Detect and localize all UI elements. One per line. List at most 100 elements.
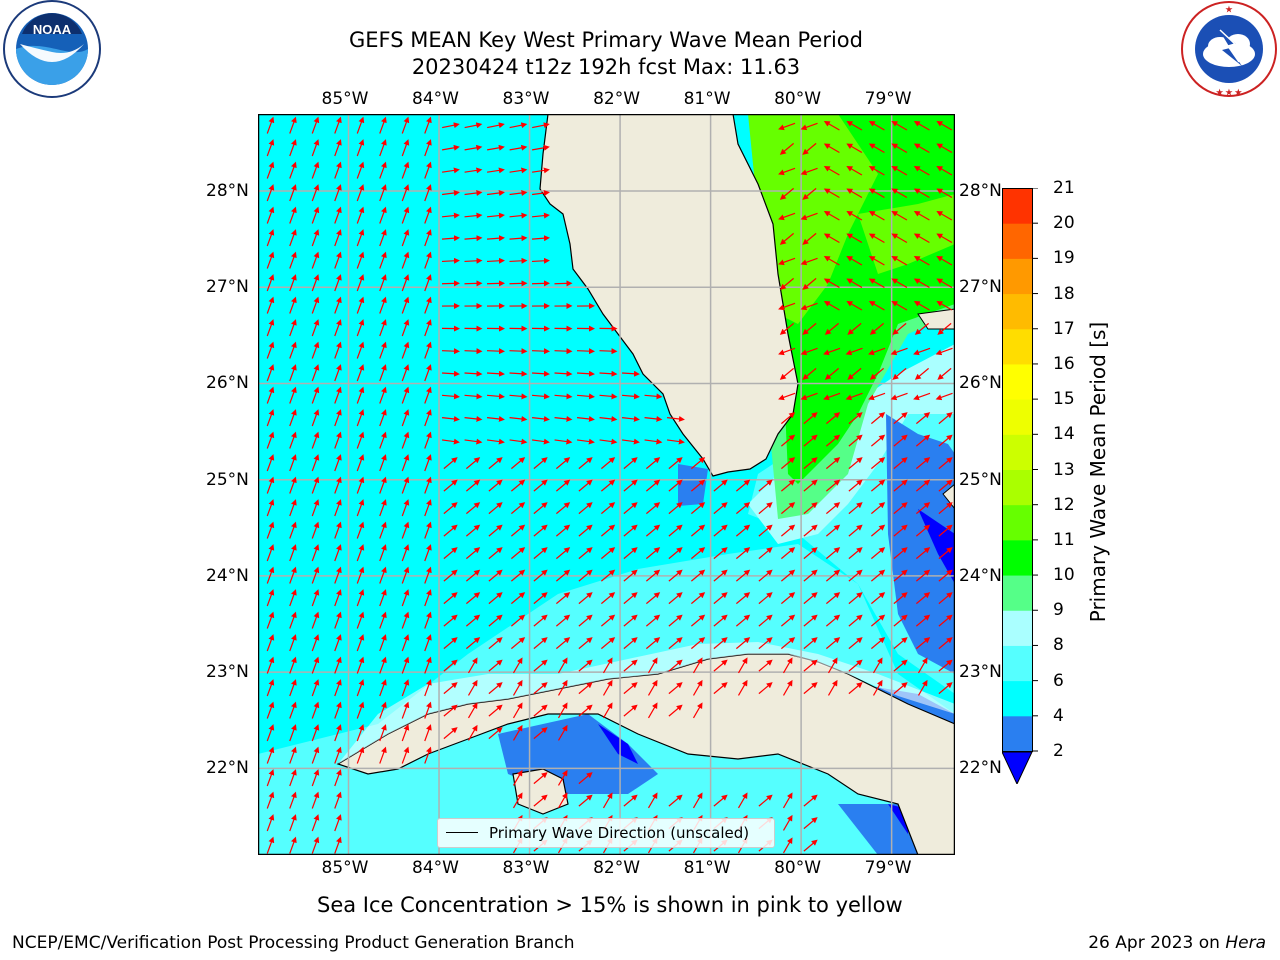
wave-direction-arrow <box>266 611 275 629</box>
wave-direction-arrow <box>424 139 432 157</box>
wave-direction-arrow <box>356 431 365 449</box>
wave-direction-arrow <box>289 206 297 224</box>
wave-direction-arrow <box>668 659 683 672</box>
wave-direction-arrow <box>666 438 685 445</box>
wave-direction-arrow <box>803 479 818 492</box>
colorbar-segment <box>1002 223 1032 259</box>
wave-direction-arrow <box>600 592 616 605</box>
colorbar-label: Primary Wave Mean Period [s] <box>1086 321 1110 623</box>
wave-direction-arrow <box>334 589 342 607</box>
wave-direction-arrow <box>334 139 342 157</box>
wave-direction-arrow <box>846 256 863 266</box>
wave-direction-arrow <box>266 274 275 292</box>
machine-name: Hera <box>1225 933 1266 953</box>
wave-direction-arrow <box>891 188 908 199</box>
wave-direction-arrow <box>424 566 432 584</box>
wave-direction-arrow <box>311 544 320 562</box>
wave-direction-arrow <box>803 524 818 537</box>
wave-direction-arrow <box>424 656 432 674</box>
wave-direction-arrow <box>401 656 410 674</box>
wave-direction-arrow <box>870 614 886 627</box>
wave-direction-arrow <box>936 211 953 221</box>
wave-direction-arrow <box>379 184 387 202</box>
wave-direction-arrow <box>379 229 387 247</box>
longitude-label-top: 80°W <box>774 89 822 109</box>
wave-direction-arrow <box>848 524 863 537</box>
wave-direction-arrow <box>848 569 863 582</box>
wave-direction-arrow <box>379 656 387 674</box>
colorbar-segment <box>1002 258 1032 295</box>
wave-direction-arrow <box>510 479 526 492</box>
wave-direction-arrow <box>825 569 841 582</box>
wave-direction-arrow <box>600 637 616 650</box>
wave-direction-arrow <box>868 301 885 311</box>
wave-direction-arrow <box>938 547 953 560</box>
wave-direction-arrow <box>602 792 613 809</box>
wave-direction-arrow <box>647 679 658 696</box>
wave-direction-arrow <box>913 301 930 311</box>
wave-direction-arrow <box>891 121 908 131</box>
wave-direction-arrow <box>623 592 638 605</box>
wave-direction-arrow <box>488 479 503 492</box>
wave-direction-arrow <box>266 566 275 584</box>
wave-direction-arrow <box>356 679 365 697</box>
colorbar-segment <box>1002 328 1032 365</box>
wave-direction-arrow <box>424 544 432 562</box>
wave-direction-arrow <box>379 521 387 539</box>
wave-direction-arrow <box>486 190 505 196</box>
wave-direction-arrow <box>868 143 885 154</box>
wave-direction-arrow <box>913 166 930 176</box>
wave-direction-arrow <box>467 702 478 719</box>
colorbar-tick-label: 19 <box>1053 248 1075 269</box>
wave-direction-arrow <box>938 682 953 695</box>
wave-direction-arrow <box>334 634 342 652</box>
wave-direction-arrow <box>668 637 683 650</box>
wave-direction-arrow <box>848 682 863 695</box>
wave-direction-arrow <box>443 659 458 672</box>
latitude-label-left: 24°N <box>206 565 249 586</box>
wave-direction-arrow <box>512 657 523 674</box>
wave-direction-arrow <box>690 457 706 470</box>
wave-direction-arrow <box>311 409 320 427</box>
wave-direction-arrow <box>401 251 410 269</box>
wave-direction-arrow <box>938 434 953 447</box>
wave-direction-arrow <box>424 746 432 764</box>
wave-direction-arrow <box>938 637 953 650</box>
wave-direction-arrow <box>334 116 342 134</box>
wave-direction-arrow <box>623 547 638 560</box>
wave-direction-arrow <box>868 188 885 199</box>
wave-direction-arrow <box>778 167 796 176</box>
wave-direction-arrow <box>311 116 320 134</box>
wave-direction-arrow <box>533 592 548 605</box>
wave-direction-arrow <box>443 637 458 650</box>
wave-direction-arrow <box>266 454 275 472</box>
wave-direction-arrow <box>266 701 275 719</box>
wave-direction-arrow <box>464 235 483 242</box>
wave-direction-arrow <box>578 772 593 785</box>
wave-direction-arrow <box>424 431 432 449</box>
wave-direction-arrow <box>915 614 931 627</box>
wave-direction-arrow <box>778 212 796 221</box>
wave-direction-arrow <box>379 161 387 179</box>
wave-direction-arrow <box>510 524 526 537</box>
wave-direction-arrow <box>488 659 503 672</box>
wave-direction-arrow <box>464 438 483 445</box>
wave-direction-arrow <box>848 614 863 627</box>
wave-direction-arrow <box>266 206 275 224</box>
wave-direction-arrow <box>289 814 297 832</box>
wave-direction-arrow <box>512 792 523 809</box>
wave-direction-arrow <box>557 724 568 741</box>
longitude-label-bottom: 81°W <box>683 858 731 878</box>
wave-direction-arrow <box>442 144 460 151</box>
wave-direction-arrow <box>289 544 297 562</box>
wave-direction-arrow <box>356 386 365 404</box>
wave-direction-arrow <box>424 184 432 202</box>
wave-direction-arrow <box>401 566 410 584</box>
wave-direction-arrow <box>846 143 863 154</box>
wave-direction-arrow <box>869 367 885 380</box>
wave-direction-arrow <box>600 457 616 470</box>
wave-direction-arrow <box>509 190 528 196</box>
wave-direction-arrow <box>644 415 663 422</box>
wave-direction-arrow <box>334 184 342 202</box>
wave-direction-arrow <box>531 438 550 445</box>
